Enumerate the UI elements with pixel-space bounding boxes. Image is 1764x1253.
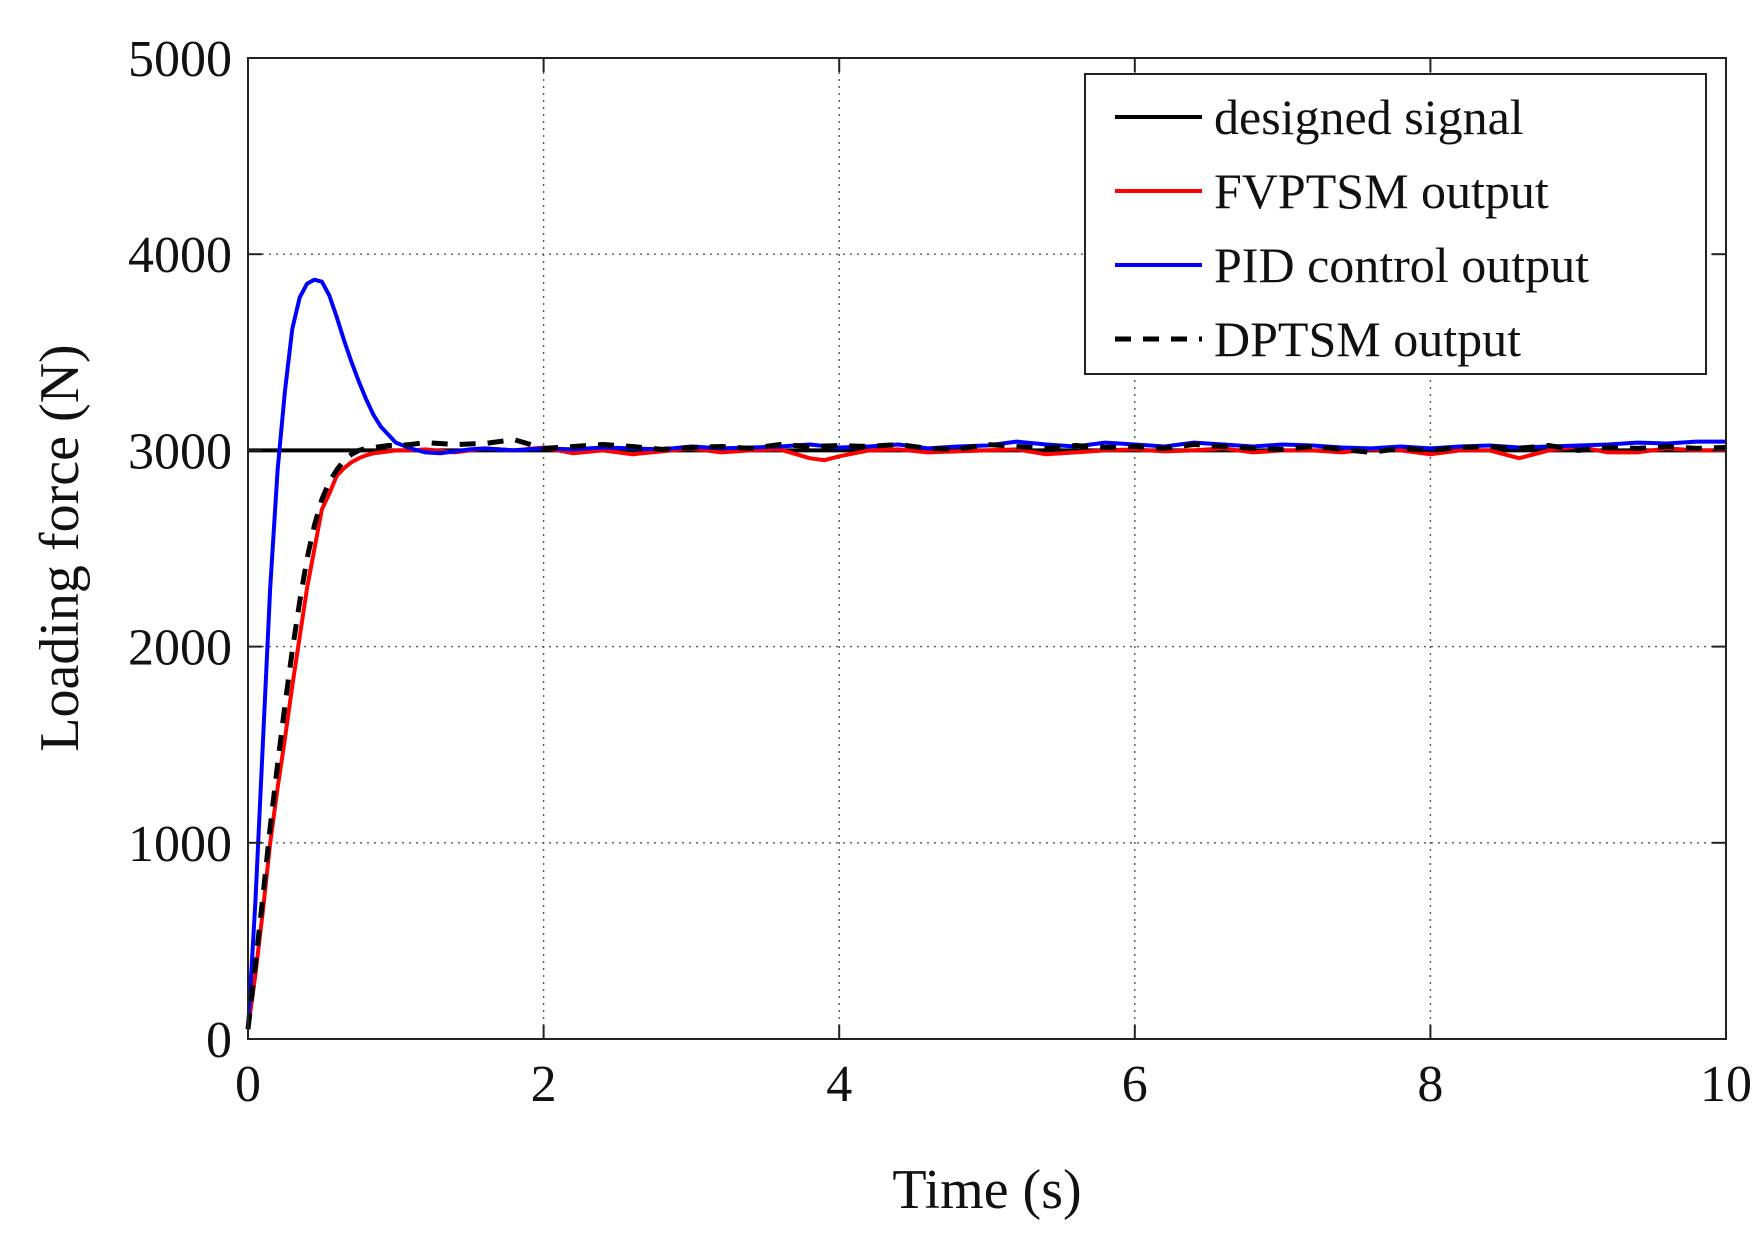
x-tick-label: 4: [826, 1056, 852, 1113]
legend-label: FVPTSM output: [1214, 163, 1549, 219]
legend-box: [1084, 73, 1707, 375]
legend-entries: designed signal FVPTSM output PID control …: [1115, 89, 1589, 367]
x-tick-label: 6: [1122, 1056, 1148, 1113]
x-tick-label: 2: [531, 1056, 557, 1113]
x-tick-label: 8: [1417, 1056, 1443, 1113]
y-tick-label: 2000: [128, 620, 232, 677]
legend: designed signal FVPTSM output PID control …: [1084, 73, 1707, 375]
y-axis-title: Loading force (N): [29, 344, 91, 751]
x-axis-title: Time (s): [892, 1159, 1081, 1221]
axes-frame: [247, 57, 1727, 1040]
y-tick-labels: 0 1000 2000 3000 4000 5000: [128, 31, 232, 1069]
series-lines: [245, 277, 1727, 1030]
x-tick-label: 10: [1700, 1056, 1752, 1113]
series-line-dptsm-output: [245, 437, 1727, 1030]
y-tick-label: 0: [206, 1012, 232, 1069]
y-tick-label: 1000: [128, 816, 232, 873]
legend-label: DPTSM output: [1214, 311, 1521, 367]
y-tick-label: 4000: [128, 227, 232, 284]
x-tick-labels: 0 2 4 6 8 10: [235, 1056, 1752, 1113]
series-line-fvptsm-output: [246, 444, 1726, 1030]
y-tick-label: 5000: [128, 31, 232, 88]
legend-label: designed signal: [1214, 89, 1524, 145]
axis-ticks: [247, 57, 1727, 1040]
x-tick-label: 0: [235, 1056, 261, 1113]
legend-label: PID control output: [1214, 237, 1589, 293]
y-tick-label: 3000: [128, 423, 232, 480]
